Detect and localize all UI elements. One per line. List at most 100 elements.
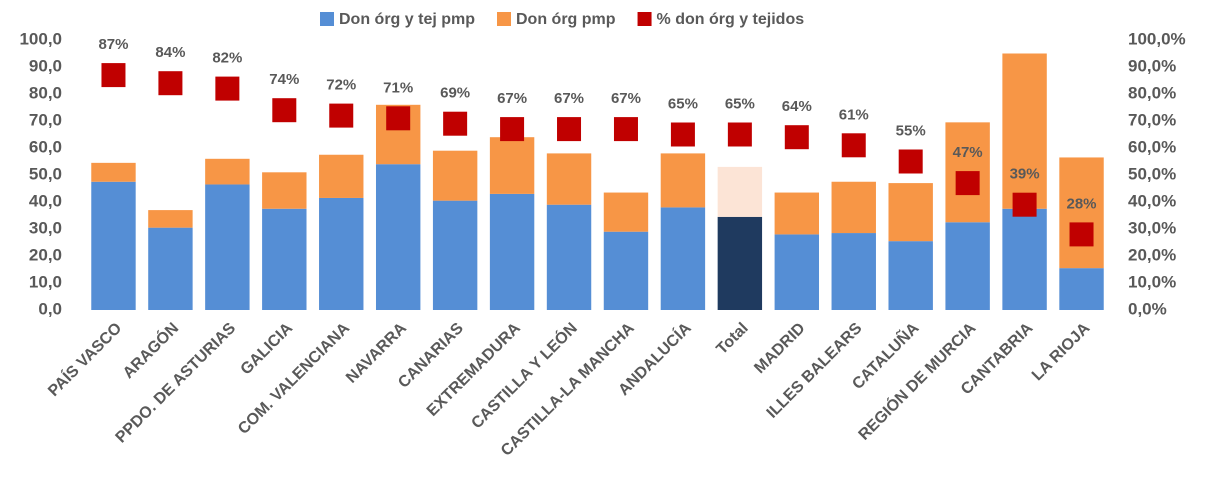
- y2-tick-label: 60,0%: [1128, 137, 1176, 156]
- data-label: 39%: [1010, 166, 1040, 183]
- bar: [319, 197, 364, 310]
- y2-tick-label: 10,0%: [1128, 272, 1176, 291]
- bar: [205, 184, 250, 310]
- marker: [443, 111, 468, 136]
- bar: [262, 208, 307, 310]
- bar: [262, 172, 307, 209]
- y2-tick-label: 20,0%: [1128, 245, 1176, 264]
- y-tick-label: 80,0: [29, 83, 62, 102]
- data-label: 67%: [611, 90, 641, 107]
- data-label: 65%: [725, 95, 755, 112]
- y-tick-label: 50,0: [29, 164, 62, 183]
- x-tick-label: Total: [713, 320, 751, 358]
- y-tick-label: 20,0: [29, 245, 62, 264]
- bar: [546, 153, 592, 205]
- x-tick-label: CASTILLA Y LEÓN: [467, 318, 581, 432]
- data-label: 47%: [953, 144, 983, 161]
- bar: [660, 153, 706, 208]
- data-label: 82%: [212, 50, 242, 67]
- bar: [546, 204, 592, 310]
- bar: [375, 164, 421, 310]
- legend-label: Don órg pmp: [516, 11, 616, 28]
- data-label: 61%: [839, 106, 869, 123]
- bar: [489, 193, 535, 310]
- marker: [386, 106, 411, 131]
- marker: [1012, 192, 1037, 217]
- bar: [319, 154, 364, 198]
- marker: [784, 125, 809, 150]
- data-label: 69%: [440, 85, 470, 102]
- y2-tick-label: 50,0%: [1128, 164, 1176, 183]
- data-label: 71%: [383, 79, 413, 96]
- legend-swatch: [637, 12, 652, 26]
- x-tick-label: LA RIOJA: [1029, 319, 1094, 384]
- y-tick-label: 70,0: [29, 110, 62, 129]
- bar: [945, 222, 990, 310]
- bar: [432, 200, 478, 310]
- data-label: 67%: [554, 90, 584, 107]
- y2-tick-label: 30,0%: [1128, 218, 1176, 237]
- legend-label: Don órg y tej pmp: [339, 11, 475, 28]
- y2-tick-label: 80,0%: [1128, 83, 1176, 102]
- bar: [148, 227, 193, 310]
- bar: [489, 137, 535, 194]
- y-tick-label: 90,0: [29, 56, 62, 75]
- marker: [215, 76, 240, 101]
- y-tick-label: 60,0: [29, 137, 62, 156]
- y-tick-label: 30,0: [29, 218, 62, 237]
- data-label: 72%: [326, 77, 356, 94]
- y-tick-label: 0,0: [38, 299, 62, 318]
- bar: [660, 207, 706, 310]
- marker: [557, 117, 582, 142]
- x-tick-label: ILLES BALEARS: [764, 320, 866, 422]
- data-label: 84%: [155, 44, 185, 61]
- marker: [158, 71, 183, 96]
- x-tick-label: COM. VALENCIANA: [235, 319, 353, 437]
- bar: [1002, 208, 1047, 310]
- marker: [101, 63, 126, 88]
- data-label: 55%: [896, 122, 926, 139]
- data-label: 28%: [1067, 195, 1097, 212]
- bar: [91, 181, 136, 310]
- bar: [831, 233, 876, 310]
- bar: [1059, 268, 1104, 310]
- marker: [329, 103, 354, 128]
- bar: [603, 231, 649, 310]
- bar: [774, 192, 820, 235]
- bar: [717, 216, 763, 310]
- marker: [898, 149, 923, 174]
- marker: [727, 122, 752, 147]
- data-label: 65%: [668, 95, 698, 112]
- y2-tick-label: 40,0%: [1128, 191, 1176, 210]
- x-tick-label: PAÍS VASCO: [44, 318, 126, 400]
- x-tick-label: PPDO. DE ASTURIAS: [113, 320, 240, 447]
- marker: [500, 117, 525, 142]
- bar: [831, 181, 876, 234]
- bar: [1059, 157, 1104, 269]
- x-tick-label: ARAGÓN: [119, 318, 183, 382]
- marker: [272, 98, 297, 123]
- data-label: 87%: [98, 36, 128, 53]
- bar: [717, 166, 763, 217]
- bar: [432, 150, 478, 201]
- legend-swatch: [497, 12, 511, 26]
- x-tick-label: MADRID: [751, 320, 808, 377]
- marker: [670, 122, 695, 147]
- bar: [888, 241, 933, 310]
- marker: [1069, 222, 1094, 247]
- bar: [603, 192, 649, 232]
- bar: [148, 210, 193, 228]
- data-label: 64%: [782, 98, 812, 115]
- bar: [774, 234, 820, 310]
- y-tick-label: 40,0: [29, 191, 62, 210]
- y-tick-label: 10,0: [29, 272, 62, 291]
- legend-label: % don órg y tejidos: [657, 11, 805, 28]
- y2-tick-label: 90,0%: [1128, 56, 1176, 75]
- legend-swatch: [320, 12, 334, 26]
- bar: [888, 183, 933, 242]
- y-tick-label: 100,0: [19, 29, 62, 48]
- bar: [1002, 53, 1047, 209]
- marker: [841, 133, 866, 158]
- bar: [205, 158, 250, 185]
